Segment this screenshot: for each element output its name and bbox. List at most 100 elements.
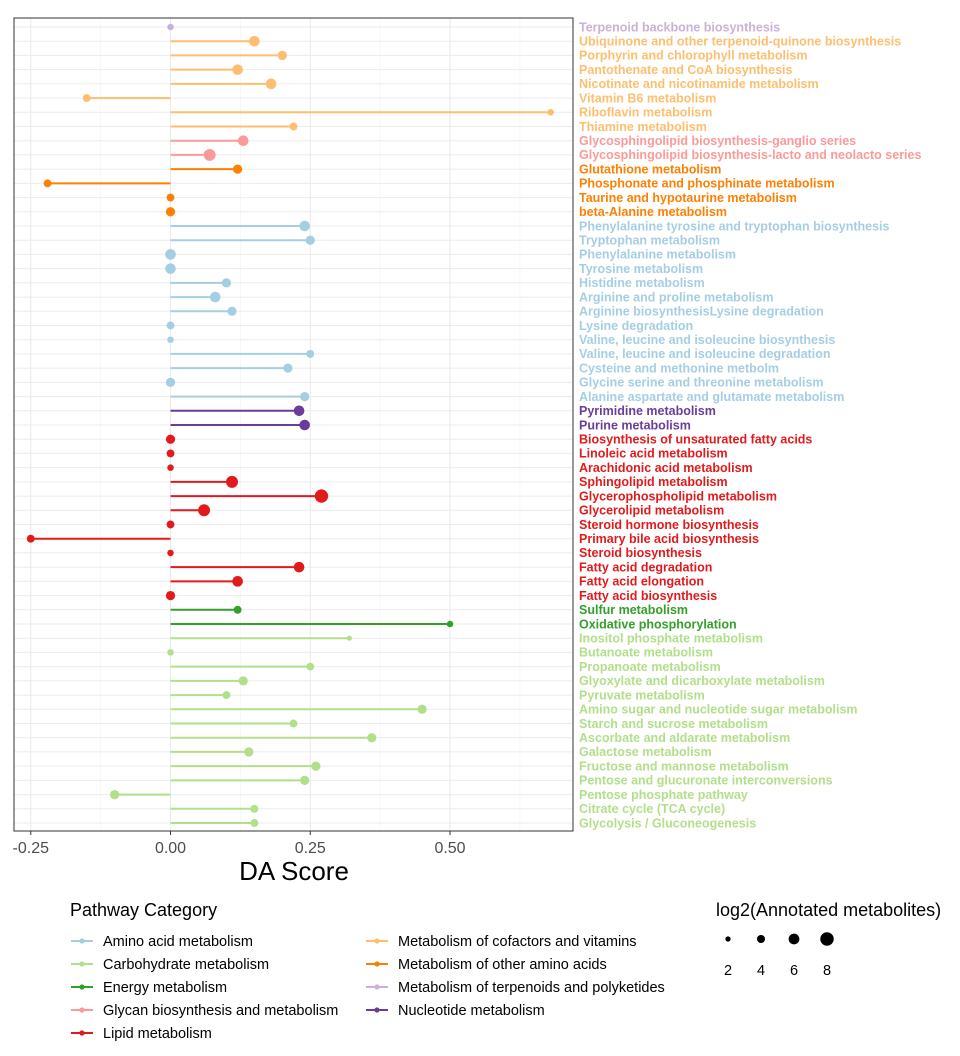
x-tick-label: 0.50 [434,840,465,857]
pathway-label: Fatty acid degradation [579,560,712,574]
plot-panel-border [13,17,574,832]
pathway-label: Phenylalanine tyrosine and tryptophan bi… [579,219,890,233]
lollipop-point [167,549,174,557]
chart-marks [26,23,554,827]
lollipop-point [165,590,176,601]
legend-key-point [79,938,85,944]
lollipop-point [283,363,293,373]
lollipop-point [165,207,176,217]
lollipop-point [110,789,120,800]
pathway-label: Glycosphingolipid biosynthesis-lacto and… [579,148,921,162]
x-axis-ticks: -0.25 0.00 0.25 0.50 [13,831,466,857]
pathway-label: Tyrosine metabolism [579,262,703,276]
pathway-label: Pyruvate metabolism [579,688,705,702]
pathway-label: Galactose metabolism [579,745,712,759]
pathway-label: Fatty acid biosynthesis [579,589,717,603]
lollipop-point [314,489,329,503]
lollipop-point [306,349,315,358]
category-legend: Amino acid metabolism Carbohydrate metabo… [71,934,665,1042]
pathway-label: Citrate cycle (TCA cycle) [579,802,725,816]
lollipop-point [289,719,298,728]
lollipop-point [346,635,352,641]
lollipop-point [227,306,237,316]
pathway-label: Propanoate metabolism [579,660,721,674]
pathway-label: Glycerolipid metabolism [579,504,724,518]
lollipop-point [167,23,174,31]
pathway-label: Glycine serine and threonine metabolism [579,376,824,390]
lollipop-point [289,122,298,131]
lollipop-point [165,434,176,444]
lollipop-point [250,804,259,813]
lollipop-point [293,561,305,573]
pathway-label: Tryptophan metabolism [579,234,720,248]
lollipop-point [167,336,174,343]
pathway-label: Primary bile acid biosynthesis [579,532,759,546]
lollipop-point [165,249,176,260]
pathway-label: Porphyrin and chlorophyll metabolism [579,49,808,63]
pathway-label: Starch and sucrose metabolism [579,717,768,731]
lollipop-point [300,391,310,402]
lollipop-point [238,676,248,686]
lollipop-point [209,291,221,303]
x-tick-label: 0.00 [155,840,186,857]
pathway-label: Arachidonic acid metabolism [579,461,753,475]
lollipop-point [250,819,259,827]
size-legend-point [725,936,731,942]
legend-label: Nucleotide metabolism [398,1003,545,1019]
legend-label: Energy metabolism [103,980,227,996]
pathway-label: Terpenoid backbone biosynthesis [579,20,780,34]
lollipop-point [226,475,238,488]
category-legend-title: Pathway Category [70,900,217,920]
lollipop-point [43,179,52,188]
pathway-label: Glyoxylate and dicarboxylate metabolism [579,674,825,688]
lollipop-point [299,220,310,232]
size-legend: 2 4 6 8 [724,932,834,979]
pathway-label: Pentose and glucuronate interconversions [579,774,833,788]
lollipop-point [244,747,254,757]
lollipop-point [237,135,249,147]
lollipop-point [166,193,175,202]
legend-label: Amino acid metabolism [103,934,253,950]
pathway-label: Histidine metabolism [579,276,705,290]
pathway-label: Riboflavin metabolism [579,106,712,120]
lollipop-point [299,419,310,431]
pathway-label: Nicotinate and nicotinamide metabolism [579,77,819,91]
pathway-label: Sulfur metabolism [579,603,688,617]
lollipop-point [547,109,554,116]
pathway-label: Glycerophospholipid metabolism [579,489,777,503]
pathway-label: Phosphonate and phosphinate metabolism [579,177,835,191]
pathway-label: Thiamine metabolism [579,120,707,134]
lollipop-point [367,733,377,743]
legend-key-point [374,938,380,944]
pathway-label: Biosynthesis of unsaturated fatty acids [579,433,812,447]
pathway-label: Sphingolipid metabolism [579,475,728,489]
legend-label: Metabolism of other amino acids [398,957,607,973]
pathway-label: Linoleic acid metabolism [579,447,728,461]
pathway-label: Steroid biosynthesis [579,546,702,560]
lollipop-point [198,504,211,517]
pathway-label: Cysteine and methonine metbolm [579,361,779,375]
lollipop-point [166,321,175,330]
pathway-label: Purine metabolism [579,418,691,432]
grid [14,18,573,831]
pathway-label: Pantothenate and CoA biosynthesis [579,63,793,77]
lollipop-point [233,605,242,614]
pathway-label: Butanoate metabolism [579,646,713,660]
pathway-label: Glycosphingolipid biosynthesis-ganglio s… [579,134,856,148]
pathway-label: Glycolysis / Gluconeogenesis [579,816,756,830]
lollipop-point [167,649,174,656]
legend-key-point [79,1030,85,1036]
lollipop-point [300,775,310,785]
legend-key-point [374,1007,380,1013]
pathway-label: Amino sugar and nucleotide sugar metabol… [579,703,858,717]
pathway-label: Steroid hormone biosynthesis [579,518,759,532]
x-axis-title: DA Score [239,856,349,886]
legend-label: Carbohydrate metabolism [103,957,269,973]
pathway-label: Inositol phosphate metabolism [579,632,763,646]
lollipop-point [249,35,260,47]
size-legend-title: log2(Annotated metabolites) [716,900,941,920]
legend-key-point [374,961,380,967]
lollipop-point [82,94,91,103]
x-tick-label: -0.25 [13,840,50,857]
size-legend-point [820,932,834,946]
